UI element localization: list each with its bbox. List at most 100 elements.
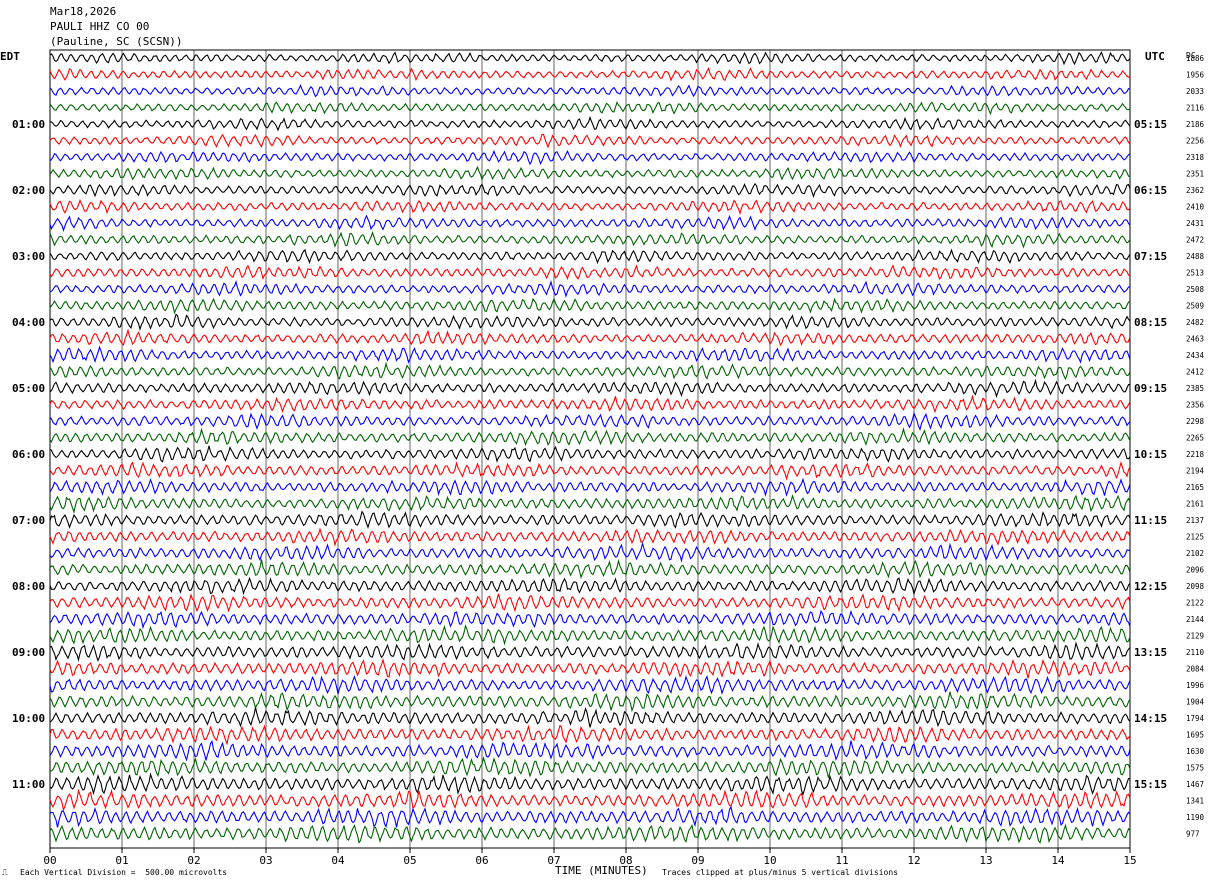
dc-offset-label: 2463	[1186, 335, 1204, 344]
dc-offset-label: 2513	[1186, 269, 1204, 278]
x-tick-label: 06	[475, 854, 488, 867]
dc-offset-label: 2110	[1186, 648, 1205, 657]
x-tick-label: 00	[43, 854, 56, 867]
dc-offset-label: 2161	[1186, 500, 1204, 509]
left-hour-label: 05:00	[12, 382, 45, 395]
trace-line	[49, 445, 1131, 463]
trace-line	[49, 740, 1131, 762]
left-timezone-label: EDT	[0, 50, 20, 63]
trace-line	[49, 297, 1130, 315]
date-label: Mar18,2026	[50, 5, 117, 18]
dc-offset-label: 2509	[1186, 302, 1204, 311]
trace-line	[49, 724, 1131, 746]
trace-line	[49, 541, 1131, 563]
trace-line	[49, 361, 1131, 381]
dc-offset-label: 2431	[1186, 219, 1204, 228]
dc-offset-label: 1190	[1186, 813, 1205, 822]
dc-offset-label: 1341	[1186, 797, 1204, 806]
left-hour-label: 11:00	[12, 778, 45, 791]
trace-line	[49, 378, 1130, 399]
dc-offset-label: 2318	[1186, 153, 1205, 162]
left-hour-label: 04:00	[12, 316, 45, 329]
dc-offset-label: 2508	[1186, 285, 1205, 294]
x-tick-label: 11	[835, 854, 848, 867]
dc-offset-label: 1956	[1186, 71, 1205, 80]
trace-line	[49, 805, 1131, 829]
scale-note: Each Vertical Division = 500.00 microvol…	[20, 868, 228, 877]
trace-line	[49, 100, 1131, 116]
right-hour-label: 07:15	[1134, 250, 1167, 263]
trace-line	[49, 527, 1131, 547]
left-hour-label: 07:00	[12, 514, 45, 527]
dc-offset-label: 2351	[1186, 170, 1204, 179]
left-hour-label: 09:00	[12, 646, 45, 659]
right-hour-label: 08:15	[1134, 316, 1167, 329]
trace-line	[49, 593, 1131, 613]
dc-offset-label: 1794	[1186, 714, 1205, 723]
dc-column-label: DC	[1186, 51, 1196, 60]
dc-offset-label: 1904	[1186, 698, 1205, 707]
x-tick-label: 13	[979, 854, 992, 867]
dc-offset-label: 2084	[1186, 665, 1205, 674]
trace-line	[49, 494, 1131, 514]
trace-line	[49, 66, 1131, 82]
trace-line	[49, 165, 1131, 182]
trace-line	[49, 460, 1131, 481]
dc-offset-label: 2298	[1186, 417, 1205, 426]
right-hour-label: 15:15	[1134, 778, 1167, 791]
x-tick-label: 09	[691, 854, 704, 867]
x-tick-label: 15	[1123, 854, 1136, 867]
plot-frame	[49, 49, 1131, 849]
trace-line	[49, 264, 1131, 281]
trace-line	[49, 576, 1131, 596]
trace-line	[49, 772, 1131, 797]
location-label: (Pauline, SC (SCSN))	[50, 35, 183, 48]
trace-line	[49, 182, 1131, 199]
right-hour-label: 11:15	[1134, 514, 1167, 527]
dc-offset-label: 2165	[1186, 483, 1204, 492]
trace-line	[49, 510, 1131, 530]
trace-line	[49, 755, 1131, 778]
dc-offset-label: 2482	[1186, 318, 1204, 327]
dc-offset-label: 977	[1186, 830, 1200, 839]
trace-line	[49, 657, 1131, 679]
right-hour-label: 09:15	[1134, 382, 1167, 395]
trace-line	[49, 641, 1131, 663]
x-tick-label: 07	[547, 854, 560, 867]
right-hour-label: 14:15	[1134, 712, 1167, 725]
x-tick-label: 05	[403, 854, 416, 867]
trace-line	[49, 50, 1131, 66]
dc-offset-label: 2125	[1186, 533, 1204, 542]
dc-offset-label: 2265	[1186, 434, 1204, 443]
dc-offset-label: 1886	[1186, 54, 1205, 63]
dc-offset-label: 2033	[1186, 87, 1204, 96]
dc-offset-label: 2410	[1186, 203, 1205, 212]
dc-offset-label: 2472	[1186, 236, 1204, 245]
dc-offset-label: 2137	[1186, 516, 1204, 525]
left-hour-label: 02:00	[12, 184, 45, 197]
trace-line	[49, 706, 1131, 728]
dc-offset-label: 2098	[1186, 582, 1205, 591]
left-hour-label: 10:00	[12, 712, 45, 725]
x-tick-label: 12	[907, 854, 920, 867]
x-tick-label: 08	[619, 854, 632, 867]
trace-line	[49, 231, 1131, 249]
dc-offset-label: 2412	[1186, 368, 1204, 377]
trace-line	[49, 198, 1131, 216]
dc-offset-label: 2362	[1186, 186, 1204, 195]
trace-line	[49, 149, 1131, 166]
trace-line	[49, 133, 1131, 149]
x-tick-label: 01	[115, 854, 128, 867]
trace-line	[49, 691, 1131, 713]
trace-line	[49, 823, 1131, 844]
dc-offset-label: 2218	[1186, 450, 1205, 459]
right-hour-label: 06:15	[1134, 184, 1167, 197]
dc-offset-label: 2194	[1186, 467, 1205, 476]
x-axis-title: TIME (MINUTES)	[555, 864, 648, 877]
x-tick-label: 03	[259, 854, 272, 867]
clip-note: Traces clipped at plus/minus 5 vertical …	[662, 868, 899, 877]
trace-line	[49, 427, 1131, 447]
dc-offset-label: 2096	[1186, 566, 1205, 575]
